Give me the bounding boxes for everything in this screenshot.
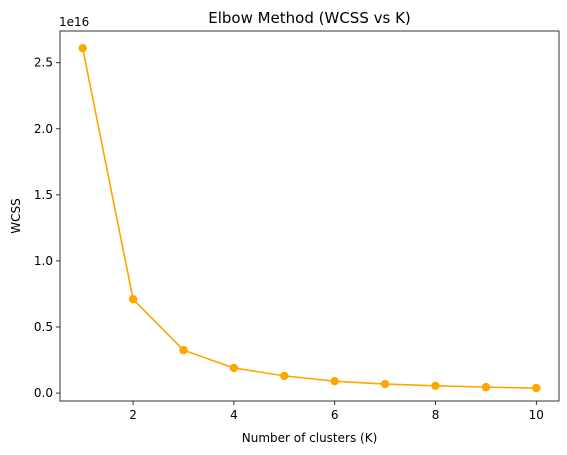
data-point	[330, 376, 339, 386]
series-layer	[78, 43, 541, 393]
y-tick-label: 0.0	[34, 386, 53, 400]
data-point	[128, 295, 138, 304]
data-point	[431, 381, 440, 391]
data-point	[78, 43, 87, 53]
x-tick-label: 4	[230, 408, 238, 422]
y-tick-label: 2.5	[34, 56, 53, 70]
y-axis-ticks: 0.0 0.5 1.0 1.5 2.0 2.5	[34, 56, 60, 400]
data-point	[481, 382, 491, 392]
data-point	[380, 379, 390, 389]
x-axis-label: Number of clusters (K)	[242, 431, 378, 445]
data-point	[280, 371, 289, 381]
data-point	[229, 363, 239, 373]
data-point	[179, 345, 188, 355]
series-line	[81, 48, 537, 389]
y-tick-label: 1.5	[34, 188, 53, 202]
y-tick-label: 1.0	[34, 254, 53, 268]
y-tick-label: 0.5	[34, 320, 53, 334]
y-tick-label: 2.0	[34, 122, 53, 136]
x-tick-label: 10	[529, 408, 544, 422]
x-tick-label: 2	[129, 408, 137, 422]
y-axis-label: WCSS	[9, 198, 23, 233]
y-axis-offset-label: 1e16	[59, 15, 89, 29]
data-point	[532, 383, 541, 393]
chart-title: Elbow Method (WCSS vs K)	[208, 9, 411, 27]
x-axis-ticks: 2 4 6 8 10	[129, 401, 544, 422]
x-tick-label: 6	[331, 408, 339, 422]
x-tick-label: 8	[432, 408, 440, 422]
plot-frame	[59, 30, 560, 402]
